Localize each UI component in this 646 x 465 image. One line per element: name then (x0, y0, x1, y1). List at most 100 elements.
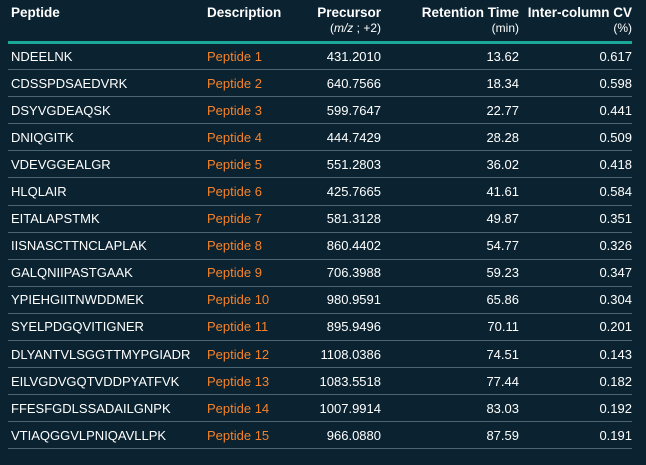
peptide-cell: NDEELNK (8, 42, 207, 71)
retention-time-cell: 59.23 (381, 259, 519, 287)
cv-cell: 0.347 (519, 259, 632, 287)
retention-time-cell: 87.59 (381, 421, 519, 450)
table-row: EITALAPSTMK Peptide 7 581.3128 49.87 0.351 (8, 205, 632, 233)
table-row: DSYVGDEAQSK Peptide 3 599.7647 22.77 0.441 (8, 96, 632, 125)
header-description: Description (207, 5, 282, 20)
peptide-cell: EITALAPSTMK (8, 205, 207, 233)
table-row: HLQLAIR Peptide 6 425.7665 41.61 0.584 (8, 177, 632, 206)
header-retention-sub: (min) (491, 21, 519, 35)
precursor-cell: 640.7566 (301, 69, 381, 98)
retention-time-cell: 65.86 (381, 286, 519, 314)
retention-time-cell: 54.77 (381, 232, 519, 260)
peptide-cell: DLYANTVLSGGTTMYPGIADR (8, 340, 207, 369)
table-row: GALQNIIPASTGAAK Peptide 9 706.3988 59.23 0.3… (8, 259, 632, 287)
peptide-table: Peptide Description Precursor (m/z ; +2)… (8, 6, 632, 450)
precursor-cell: 966.0880 (301, 421, 381, 450)
header-retention-label: Retention Time (421, 5, 519, 20)
header-peptide: Peptide (11, 5, 60, 20)
cv-cell: 0.418 (519, 150, 632, 179)
peptide-cell: EILVGDVGQTVDDPYATFVK (8, 367, 207, 396)
cv-cell: 0.143 (519, 340, 632, 369)
peptide-cell: CDSSPDSAEDVRK (8, 69, 207, 98)
description-cell: Peptide 1 (207, 42, 301, 71)
table-row: DLYANTVLSGGTTMYPGIADR Peptide 12 1108.0386… (8, 340, 632, 369)
retention-time-cell: 77.44 (381, 367, 519, 396)
precursor-cell: 425.7665 (301, 177, 381, 206)
cv-cell: 0.598 (519, 69, 632, 98)
retention-time-cell: 83.03 (381, 394, 519, 423)
retention-time-cell: 22.77 (381, 96, 519, 125)
header-row: Peptide Description Precursor (m/z ; +2)… (8, 6, 632, 43)
table-row: DNIQGITK Peptide 4 444.7429 28.28 0.509 (8, 123, 632, 152)
header-precursor-mz: m/z (333, 21, 354, 35)
table-row: NDEELNK Peptide 1 431.2010 13.62 0.617 (8, 42, 632, 71)
precursor-cell: 599.7647 (301, 96, 381, 125)
description-cell: Peptide 4 (207, 123, 301, 152)
precursor-cell: 706.3988 (301, 259, 381, 287)
header-cv: Inter-column CV (%) (519, 6, 632, 43)
peptide-cell: DSYVGDEAQSK (8, 96, 207, 125)
precursor-cell: 431.2010 (301, 42, 381, 71)
description-cell: Peptide 3 (207, 96, 301, 125)
precursor-cell: 581.3128 (301, 205, 381, 233)
precursor-cell: 551.2803 (301, 150, 381, 179)
description-cell: Peptide 2 (207, 69, 301, 98)
precursor-cell: 1108.0386 (301, 340, 381, 369)
description-cell: Peptide 8 (207, 232, 301, 260)
table-row: CDSSPDSAEDVRK Peptide 2 640.7566 18.34 0.598 (8, 69, 632, 98)
header-cv-label: Inter-column CV (527, 5, 632, 20)
retention-time-cell: 28.28 (381, 123, 519, 152)
peptide-cell: VDEVGGEALGR (8, 150, 207, 179)
cv-cell: 0.191 (519, 421, 632, 450)
retention-time-cell: 18.34 (381, 69, 519, 98)
header-precursor-charge: ; +2) (353, 21, 381, 35)
table-row: EILVGDVGQTVDDPYATFVK Peptide 13 1083.5518 7… (8, 367, 632, 396)
cv-cell: 0.304 (519, 286, 632, 314)
precursor-cell: 895.9496 (301, 313, 381, 342)
cv-cell: 0.192 (519, 394, 632, 423)
retention-time-cell: 36.02 (381, 150, 519, 179)
retention-time-cell: 70.11 (381, 313, 519, 342)
description-cell: Peptide 13 (207, 367, 301, 396)
cv-cell: 0.617 (519, 42, 632, 71)
header-precursor-sub: (m/z ; +2) (329, 21, 381, 35)
description-cell: Peptide 12 (207, 340, 301, 369)
peptide-cell: GALQNIIPASTGAAK (8, 259, 207, 287)
header-precursor-label: Precursor (317, 5, 381, 20)
cv-cell: 0.584 (519, 177, 632, 206)
header-retention-time: Retention Time (min) (381, 6, 519, 43)
precursor-cell: 444.7429 (301, 123, 381, 152)
cv-cell: 0.326 (519, 232, 632, 260)
precursor-cell: 980.9591 (301, 286, 381, 314)
cv-cell: 0.441 (519, 96, 632, 125)
cv-cell: 0.201 (519, 313, 632, 342)
peptide-cell: DNIQGITK (8, 123, 207, 152)
description-cell: Peptide 15 (207, 421, 301, 450)
table-row: YPIEHGIITNWDDMEK Peptide 10 980.9591 65.86 0… (8, 286, 632, 314)
description-cell: Peptide 5 (207, 150, 301, 179)
precursor-cell: 1083.5518 (301, 367, 381, 396)
cv-cell: 0.351 (519, 205, 632, 233)
description-cell: Peptide 11 (207, 313, 301, 342)
peptide-cell: YPIEHGIITNWDDMEK (8, 286, 207, 314)
precursor-cell: 860.4402 (301, 232, 381, 260)
precursor-cell: 1007.9914 (301, 394, 381, 423)
cv-cell: 0.509 (519, 123, 632, 152)
retention-time-cell: 41.61 (381, 177, 519, 206)
table-row: VDEVGGEALGR Peptide 5 551.2803 36.02 0.418 (8, 150, 632, 179)
table-row: IISNASCTTNCLAPLAK Peptide 8 860.4402 54.77 0… (8, 232, 632, 260)
table-header: Peptide Description Precursor (m/z ; +2)… (8, 6, 632, 43)
peptide-cell: SYELPDGQVITIGNER (8, 313, 207, 342)
peptide-cell: FFESFGDLSSADAILGNPK (8, 394, 207, 423)
description-cell: Peptide 7 (207, 205, 301, 233)
description-cell: Peptide 14 (207, 394, 301, 423)
description-cell: Peptide 9 (207, 259, 301, 287)
peptide-cell: VTIAQGGVLPNIQAVLLPK (8, 421, 207, 450)
cv-cell: 0.182 (519, 367, 632, 396)
table-row: SYELPDGQVITIGNER Peptide 11 895.9496 70.11 0… (8, 313, 632, 342)
table-row: VTIAQGGVLPNIQAVLLPK Peptide 15 966.0880 87.… (8, 421, 632, 450)
description-cell: Peptide 6 (207, 177, 301, 206)
retention-time-cell: 49.87 (381, 205, 519, 233)
retention-time-cell: 74.51 (381, 340, 519, 369)
retention-time-cell: 13.62 (381, 42, 519, 71)
